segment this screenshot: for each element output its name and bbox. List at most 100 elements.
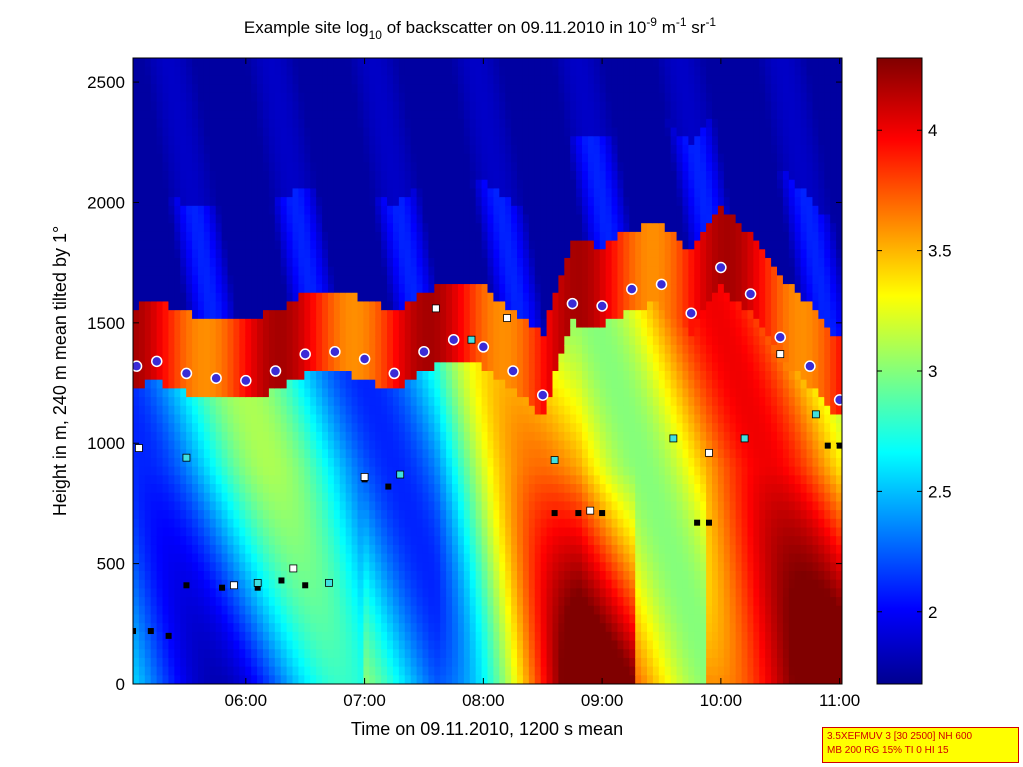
heatmap-cell xyxy=(316,614,323,624)
heatmap-cell xyxy=(245,292,252,303)
heatmap-cell xyxy=(192,657,199,668)
heatmap-cell xyxy=(381,197,388,207)
heatmap-cell xyxy=(150,205,158,216)
heatmap-cell xyxy=(180,257,187,268)
heatmap-cell xyxy=(463,197,471,207)
heatmap-cell xyxy=(168,179,175,190)
heatmap-cell xyxy=(351,414,359,424)
heatmap-cell xyxy=(203,527,211,537)
heatmap-cell xyxy=(286,623,294,633)
heatmap-cell xyxy=(168,588,175,598)
heatmap-cell xyxy=(239,136,246,146)
heatmap-cell xyxy=(528,58,536,68)
heatmap-cell xyxy=(463,327,471,337)
heatmap-cell xyxy=(292,231,300,242)
heatmap-cell xyxy=(381,649,388,659)
heatmap-cell xyxy=(463,66,471,76)
heatmap-cell xyxy=(292,614,300,624)
heatmap-cell xyxy=(522,66,530,76)
heatmap-cell xyxy=(363,423,370,433)
heatmap-cell xyxy=(192,371,199,381)
heatmap-cell xyxy=(440,657,447,668)
heatmap-cell xyxy=(387,414,394,424)
heatmap-cell xyxy=(517,162,524,172)
heatmap-cell xyxy=(493,510,500,520)
heatmap-cell xyxy=(369,562,376,572)
heatmap-cell xyxy=(162,431,170,442)
heatmap-cell xyxy=(138,492,146,503)
heatmap-cell xyxy=(192,144,199,155)
heatmap-cell xyxy=(292,257,300,268)
heatmap-cell xyxy=(144,66,152,76)
heatmap-cell xyxy=(209,666,217,676)
heatmap-cell xyxy=(138,597,146,607)
heatmap-cell xyxy=(422,162,430,172)
heatmap-cell xyxy=(186,605,193,616)
heatmap-cell xyxy=(298,344,305,355)
heatmap-cell xyxy=(475,301,483,311)
heatmap-cell xyxy=(280,405,288,416)
heatmap-cell xyxy=(375,318,382,329)
heatmap-cell xyxy=(138,153,146,163)
heatmap-cell xyxy=(381,336,388,346)
heatmap-cell xyxy=(209,397,217,407)
heatmap-cell xyxy=(392,353,400,363)
heatmap-cell xyxy=(528,240,536,250)
heatmap-cell xyxy=(499,379,506,389)
heatmap-cell xyxy=(410,266,418,276)
heatmap-cell xyxy=(233,449,240,459)
heatmap-cell xyxy=(416,240,424,250)
heatmap-cell xyxy=(428,205,435,216)
heatmap-cell xyxy=(168,136,175,146)
heatmap-cell xyxy=(410,223,418,233)
heatmap-cell xyxy=(257,127,264,137)
heatmap-cell xyxy=(215,362,223,372)
heatmap-cell xyxy=(481,75,489,85)
heatmap-cell xyxy=(292,205,300,216)
heatmap-cell xyxy=(499,66,506,76)
heatmap-cell xyxy=(197,431,205,442)
heatmap-cell xyxy=(180,614,187,624)
heatmap-cell xyxy=(251,414,258,424)
heatmap-cell xyxy=(215,171,223,181)
heatmap-cell xyxy=(440,423,447,433)
heatmap-cell xyxy=(280,371,288,381)
heatmap-cell xyxy=(469,484,477,494)
heatmap-cell xyxy=(274,423,282,433)
heatmap-cell xyxy=(357,336,365,346)
heatmap-cell xyxy=(156,544,164,555)
heatmap-cell xyxy=(192,414,199,424)
heatmap-cell xyxy=(233,501,240,511)
heatmap-cell xyxy=(310,623,317,633)
heatmap-cell xyxy=(469,257,477,268)
heatmap-cell xyxy=(452,310,459,320)
heatmap-cell xyxy=(392,179,400,190)
heatmap-cell xyxy=(463,484,471,494)
heatmap-cell xyxy=(239,284,246,294)
heatmap-cell xyxy=(457,631,465,642)
heatmap-cell xyxy=(221,362,229,372)
heatmap-cell xyxy=(268,162,276,172)
heatmap-cell xyxy=(505,205,512,216)
heatmap-cell xyxy=(310,597,317,607)
heatmap-cell xyxy=(162,205,170,216)
heatmap-cell xyxy=(257,275,264,285)
heatmap-cell xyxy=(133,266,140,276)
heatmap-cell xyxy=(375,666,382,676)
heatmap-cell xyxy=(511,66,518,76)
heatmap-cell xyxy=(540,110,548,120)
heatmap-cell xyxy=(227,101,235,111)
heatmap-cell xyxy=(304,484,311,494)
heatmap-cell xyxy=(274,223,282,233)
heatmap-cell xyxy=(446,231,453,242)
heatmap-cell xyxy=(475,144,483,155)
heatmap-cell xyxy=(517,205,524,216)
heatmap-cell xyxy=(203,631,211,642)
heatmap-cell xyxy=(381,614,388,624)
heatmap-cell xyxy=(487,457,495,468)
heatmap-cell xyxy=(245,431,252,442)
heatmap-cell xyxy=(351,362,359,372)
heatmap-cell xyxy=(345,614,353,624)
heatmap-cell xyxy=(440,631,447,642)
heatmap-cell xyxy=(215,179,223,190)
